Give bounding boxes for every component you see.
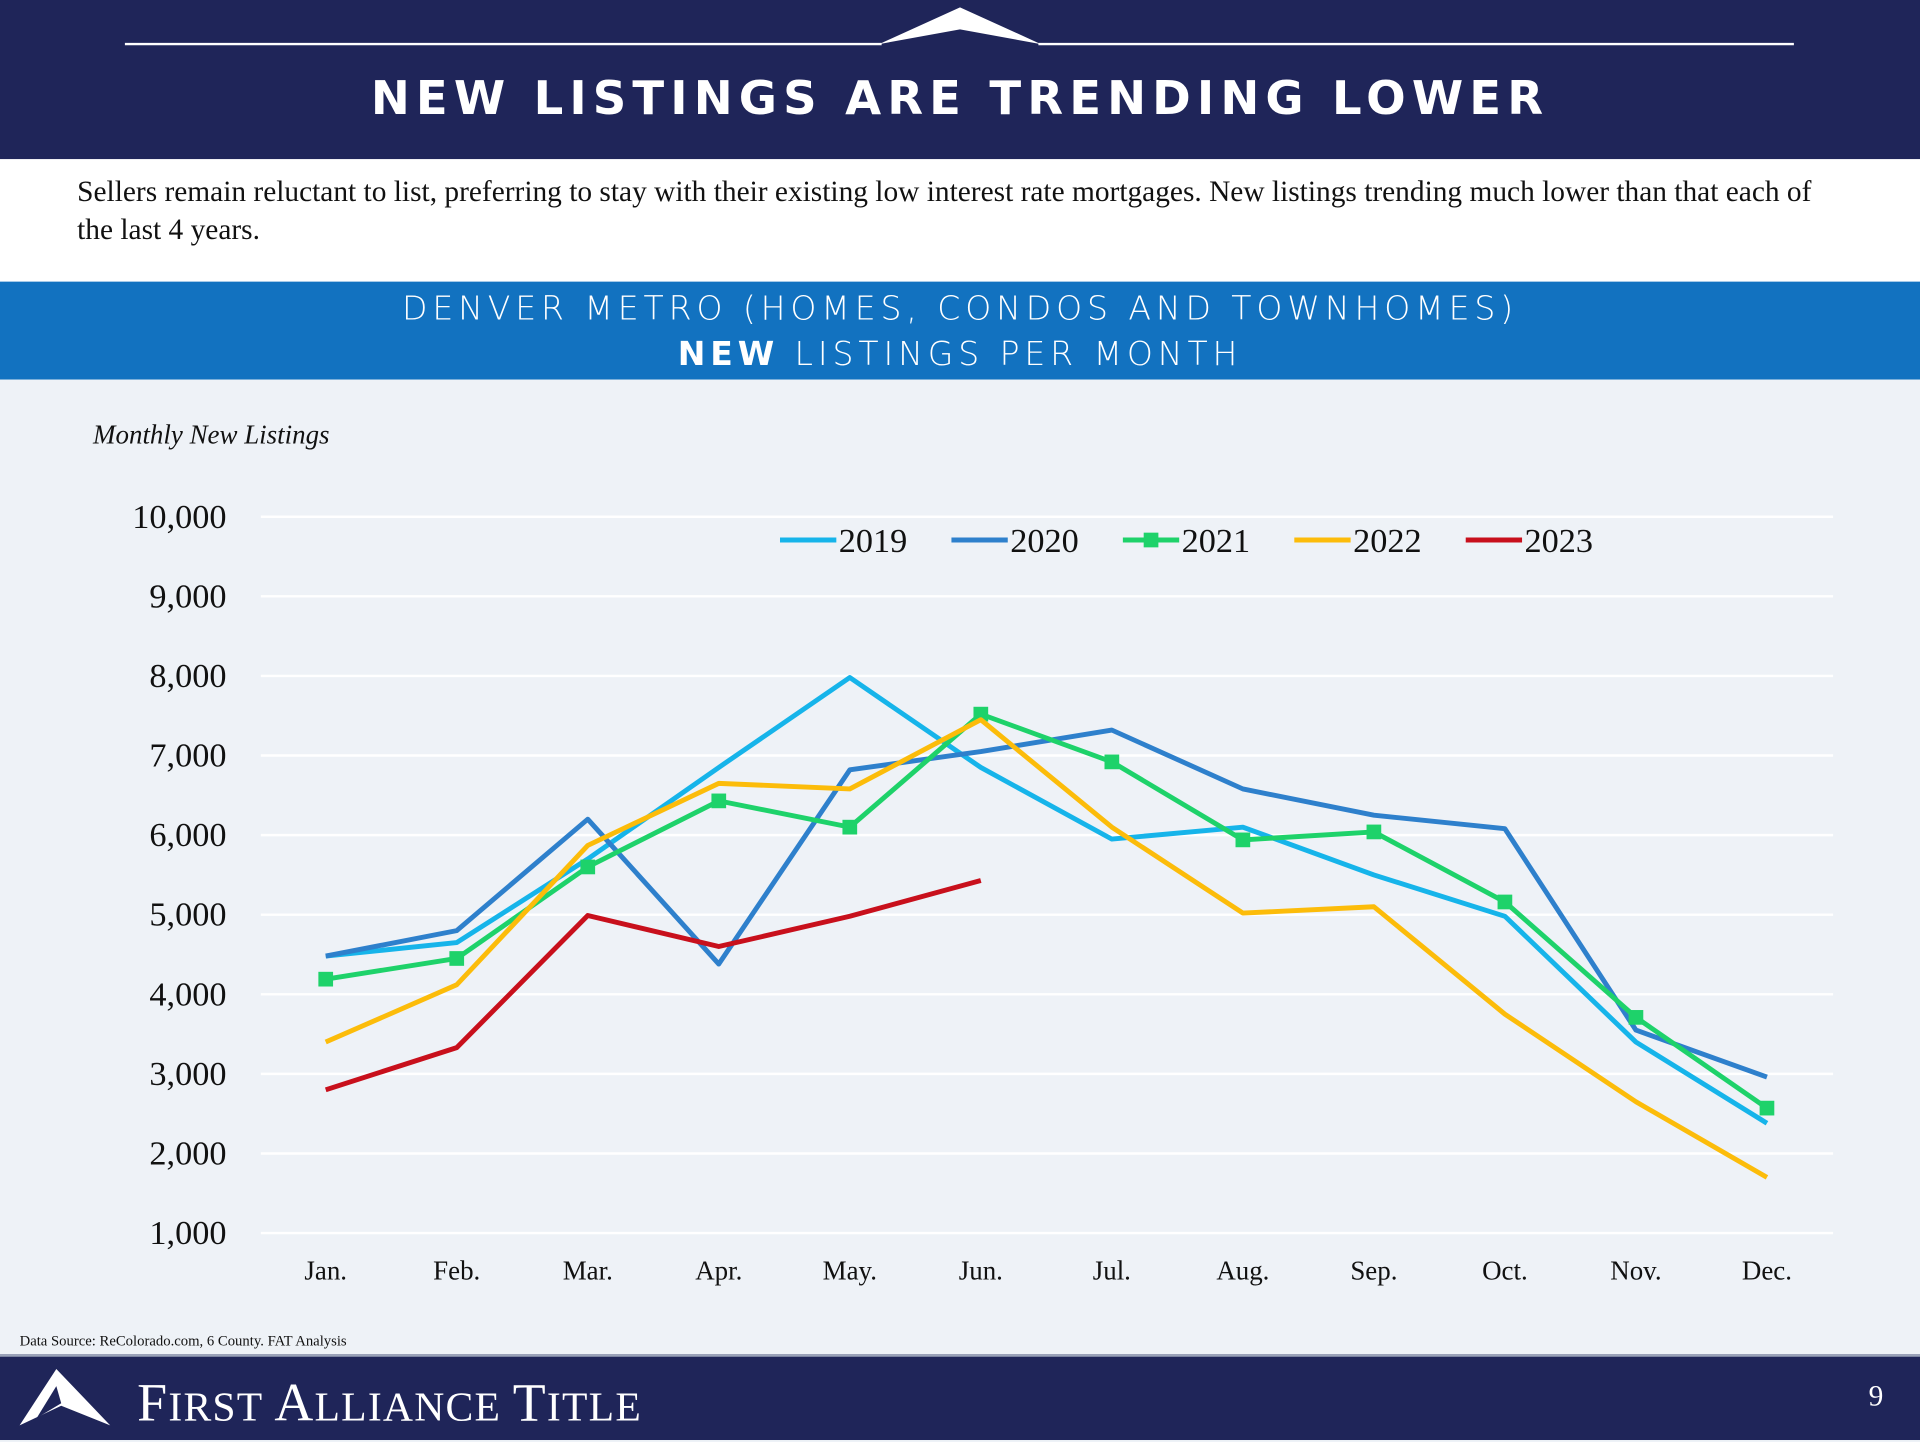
chart-title-rest: LISTINGS PER MONTH — [779, 335, 1243, 374]
legend-item-2022: 2022 — [1294, 522, 1422, 560]
legend-item-2023: 2023 — [1465, 522, 1594, 560]
x-tick-label: Nov. — [1610, 1256, 1661, 1286]
company-logo-icon — [19, 1368, 111, 1426]
series-line-2019 — [325, 675, 1769, 1126]
y-tick-label: 7,000 — [149, 737, 226, 775]
company-brand: FIRST ALLIANCE TITLE — [137, 1372, 643, 1433]
x-tick-label: May. — [823, 1256, 877, 1286]
legend-item-2021: 2021 — [1122, 522, 1251, 560]
chart-area: Monthly New Listings 10,000 9,000 8,000 7,0… — [0, 379, 1920, 1355]
data-point — [711, 793, 727, 809]
series-2023 — [324, 878, 982, 1093]
data-point — [580, 859, 596, 875]
y-axis-label: Monthly New Listings — [93, 418, 330, 450]
legend-item-2019: 2019 — [780, 522, 907, 560]
y-tick-label: 10,000 — [132, 498, 226, 536]
x-tick-label: Jan. — [304, 1256, 347, 1286]
chart-title-line1: DENVER METRO (HOMES, CONDOS AND TOWNHOME… — [401, 290, 1519, 329]
x-tick-label: Oct. — [1482, 1256, 1528, 1286]
data-point — [1759, 1100, 1775, 1116]
data-point — [842, 819, 858, 835]
series-line-2022 — [324, 717, 1769, 1180]
x-tick-label: Aug. — [1216, 1256, 1269, 1286]
y-tick-label: 2,000 — [149, 1134, 226, 1172]
data-point — [449, 951, 465, 966]
x-tick-label: Jul. — [1093, 1256, 1131, 1286]
data-point — [318, 971, 334, 987]
series-2020 — [325, 727, 1768, 1080]
x-tick-label: Jun. — [959, 1256, 1003, 1286]
page-title: NEW LISTINGS ARE TRENDING LOWER — [370, 71, 1550, 125]
legend-label: 2021 — [1182, 522, 1251, 560]
chart-title-band: DENVER METRO (HOMES, CONDOS AND TOWNHOME… — [0, 281, 1920, 380]
header-bar: NEW LISTINGS ARE TRENDING LOWER — [0, 0, 1920, 160]
legend-item-2020: 2020 — [951, 522, 1079, 560]
x-tick-label: Feb. — [433, 1256, 480, 1286]
data-point — [1366, 824, 1382, 840]
footer-bar: FIRST ALLIANCE TITLE 9 — [0, 1354, 1920, 1441]
legend-label: 2022 — [1353, 522, 1422, 560]
y-tick-label: 5,000 — [149, 896, 226, 934]
legend: 2019 2020 2021 2022 2023 — [780, 522, 1593, 560]
y-tick-label: 4,000 — [149, 975, 226, 1013]
x-tick-label: Sep. — [1350, 1256, 1397, 1286]
series-line-2023 — [324, 878, 982, 1093]
intro-text: Sellers remain reluctant to list, prefer… — [77, 176, 1812, 247]
data-point — [1497, 894, 1513, 910]
page-number: 9 — [1868, 1381, 1884, 1414]
y-tick-label: 3,000 — [149, 1055, 226, 1093]
legend-label: 2023 — [1525, 522, 1594, 560]
data-point — [1235, 832, 1251, 848]
x-tick-label: Mar. — [563, 1256, 613, 1286]
x-tick-label: Dec. — [1742, 1256, 1792, 1286]
intro-section: Sellers remain reluctant to list, prefer… — [0, 159, 1920, 282]
series-2021 — [318, 706, 1775, 1116]
legend-label: 2019 — [839, 522, 908, 560]
y-tick-label: 1,000 — [149, 1214, 226, 1252]
series-line-2021 — [325, 711, 1769, 1111]
data-point — [973, 706, 989, 722]
x-tick-label: Apr. — [695, 1256, 742, 1286]
data-point — [1628, 1010, 1644, 1025]
y-tick-label: 9,000 — [149, 577, 226, 615]
y-tick-label: 6,000 — [149, 816, 226, 854]
line-chart: 10,000 9,000 8,000 7,000 6,000 5,000 4,000 3,00… — [132, 498, 1834, 1286]
series-2022 — [324, 717, 1769, 1180]
legend-label: 2020 — [1010, 522, 1079, 560]
data-source: Data Source: ReColorado.com, 6 County. F… — [19, 1332, 347, 1350]
chart-title-line2: NEW LISTINGS PER MONTH — [0, 332, 1920, 377]
y-tick-label: 8,000 — [149, 657, 226, 695]
data-point — [1104, 754, 1120, 770]
logo-chevron-icon — [124, 7, 1794, 46]
series-2019 — [325, 675, 1769, 1126]
series-line-2020 — [325, 727, 1768, 1080]
chart-title-bold: NEW — [677, 335, 780, 374]
